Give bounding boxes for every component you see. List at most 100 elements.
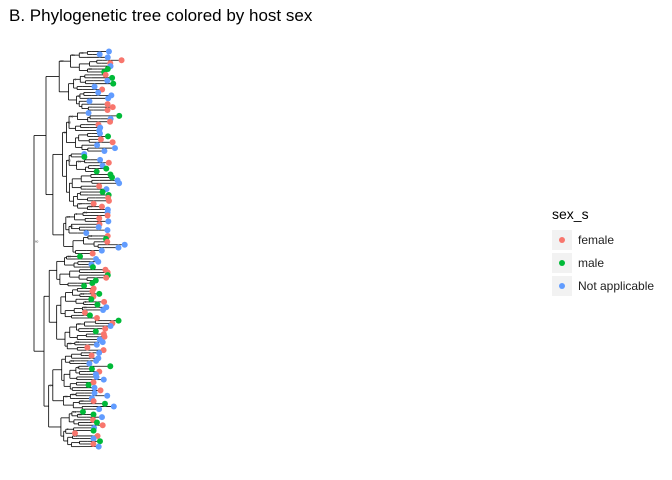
- tip-points: [72, 48, 128, 450]
- node-label: 87: [60, 59, 64, 63]
- node-label: 99: [83, 305, 87, 309]
- tip-point: [104, 101, 111, 108]
- tip-point: [97, 136, 104, 143]
- tip-point: [92, 328, 99, 335]
- tip-point: [98, 414, 105, 421]
- tip-point: [105, 218, 112, 225]
- tip-point: [89, 250, 96, 257]
- plot-title: B. Phylogenetic tree colored by host sex: [9, 6, 313, 25]
- tip-point: [97, 156, 104, 163]
- tip-point: [89, 264, 96, 271]
- tip-point: [96, 130, 103, 137]
- node-label: 87: [77, 322, 81, 326]
- tip-point: [107, 323, 114, 330]
- tip-point: [95, 89, 102, 96]
- tip-point: [77, 253, 84, 260]
- node-label: 0: [67, 427, 69, 431]
- tip-point: [105, 159, 112, 166]
- node-label: 0: [85, 300, 87, 304]
- legend-key: [552, 252, 572, 273]
- node-label: 60: [70, 114, 74, 118]
- tip-point: [103, 274, 110, 281]
- tip-point: [100, 306, 107, 313]
- legend-key: [552, 229, 572, 250]
- tip-point: [115, 244, 122, 251]
- tip-point: [95, 224, 102, 231]
- node-label: 87: [67, 215, 71, 219]
- tip-point: [84, 344, 91, 351]
- phylogenetic-tree: 6098510998760985109987609851099876098510…: [33, 48, 128, 450]
- tip-point: [98, 247, 105, 254]
- tip-point: [102, 71, 109, 78]
- tip-point: [101, 400, 108, 407]
- tip-point: [101, 148, 108, 155]
- tip-point: [109, 174, 116, 181]
- tip-point: [90, 440, 97, 447]
- node-label: 51: [73, 410, 77, 414]
- tip-point: [96, 215, 103, 222]
- tip-point: [105, 48, 112, 55]
- node-label: 99: [71, 392, 75, 396]
- tip-point: [102, 325, 109, 332]
- tip-point: [89, 280, 96, 287]
- tip-point: [105, 197, 112, 204]
- tip-point: [98, 203, 105, 210]
- node-labels: 6098510998760985109987609851099876098510…: [35, 51, 93, 438]
- node-label: 98: [68, 254, 72, 258]
- tip-point: [72, 430, 79, 437]
- tip-point: [99, 422, 106, 429]
- tip-point: [86, 360, 93, 367]
- tip-point: [103, 165, 110, 172]
- tip-point: [91, 83, 98, 90]
- tip-point: [90, 435, 97, 442]
- tip-point: [101, 298, 108, 305]
- tip-point: [94, 142, 101, 149]
- tip-point: [100, 347, 107, 354]
- tip-point: [83, 230, 90, 237]
- tip-point: [100, 376, 107, 383]
- tip-point: [81, 282, 88, 289]
- tip-point: [104, 54, 111, 61]
- node-label: 60: [64, 394, 68, 398]
- tip-point: [104, 77, 111, 84]
- tip-point: [93, 373, 100, 380]
- node-label: 51: [84, 211, 88, 215]
- tip-point: [95, 258, 102, 265]
- tip-point: [93, 357, 100, 364]
- node-label: 0: [70, 153, 72, 157]
- tip-point: [107, 363, 114, 370]
- node-label: 99: [89, 205, 93, 209]
- tip-point: [96, 183, 103, 190]
- tip-point: [88, 365, 95, 372]
- node-label: 60: [67, 158, 71, 162]
- tip-point: [91, 390, 98, 397]
- tip-point: [99, 189, 106, 196]
- node-label: 60: [80, 51, 84, 55]
- node-label: 98: [78, 412, 82, 416]
- node-label: 99: [70, 224, 74, 228]
- tip-point: [96, 349, 103, 356]
- tip-point: [97, 387, 104, 394]
- tip-point: [86, 312, 93, 319]
- tip-point: [107, 118, 114, 125]
- node-label: 51: [81, 292, 85, 296]
- tip-point: [93, 168, 100, 175]
- tip-point: [94, 301, 101, 308]
- tip-point: [96, 290, 103, 297]
- tip-point: [96, 51, 103, 58]
- tip-point: [104, 227, 111, 234]
- tip-point: [109, 104, 116, 111]
- tip-point: [91, 384, 98, 391]
- tip-point: [88, 352, 95, 359]
- legend: sex_s female male Not applicable: [552, 206, 654, 297]
- tip-point: [115, 317, 122, 324]
- tree-branches: [33, 51, 123, 448]
- tip-point: [109, 74, 116, 81]
- tip-point: [93, 314, 100, 321]
- tip-point: [88, 296, 95, 303]
- node-label: 87: [50, 383, 54, 387]
- node-label: 51: [72, 53, 76, 57]
- node-label: 60: [35, 239, 39, 243]
- node-label: 51: [78, 159, 82, 163]
- tip-point: [90, 379, 97, 386]
